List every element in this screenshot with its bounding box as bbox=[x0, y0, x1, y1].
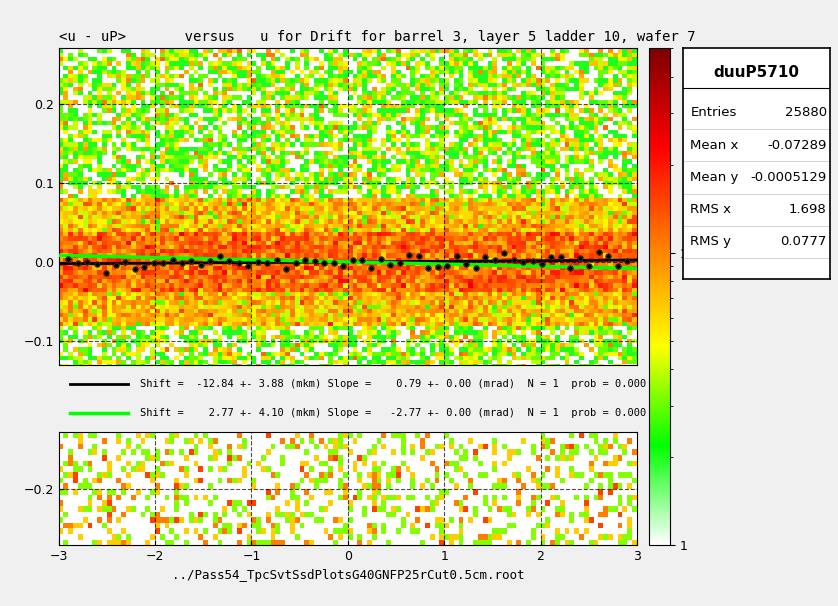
Text: Shift =    2.77 +- 4.10 (mkm) Slope =   -2.77 +- 0.00 (mrad)  N = 1  prob = 0.00: Shift = 2.77 +- 4.10 (mkm) Slope = -2.77… bbox=[140, 408, 646, 419]
Text: <u - uP>       versus   u for Drift for barrel 3, layer 5 ladder 10, wafer 7: <u - uP> versus u for Drift for barrel 3… bbox=[59, 30, 696, 44]
Text: RMS x: RMS x bbox=[691, 203, 732, 216]
Text: 1.698: 1.698 bbox=[789, 203, 826, 216]
Text: 0.0777: 0.0777 bbox=[780, 235, 826, 248]
Text: -0.07289: -0.07289 bbox=[768, 139, 826, 152]
Text: Mean y: Mean y bbox=[691, 171, 738, 184]
Text: -0.0005129: -0.0005129 bbox=[751, 171, 826, 184]
Text: 25880: 25880 bbox=[784, 107, 826, 119]
X-axis label: ../Pass54_TpcSvtSsdPlotsG40GNFP25rCut0.5cm.root: ../Pass54_TpcSvtSsdPlotsG40GNFP25rCut0.5… bbox=[172, 569, 524, 582]
Text: Shift =  -12.84 +- 3.88 (mkm) Slope =    0.79 +- 0.00 (mrad)  N = 1  prob = 0.00: Shift = -12.84 +- 3.88 (mkm) Slope = 0.7… bbox=[140, 379, 646, 388]
Text: RMS y: RMS y bbox=[691, 235, 732, 248]
Text: Mean x: Mean x bbox=[691, 139, 738, 152]
Text: duuP5710: duuP5710 bbox=[713, 65, 799, 79]
Text: Entries: Entries bbox=[691, 107, 737, 119]
